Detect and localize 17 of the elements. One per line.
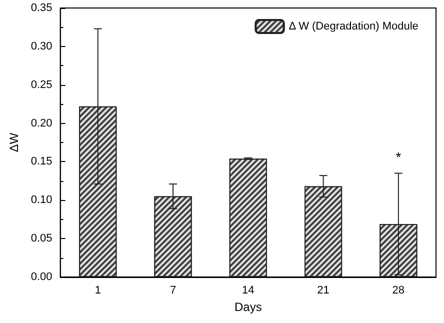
y-tick-label: 0.30 [30,40,52,52]
y-tick-label: 0.25 [30,78,52,91]
y-tick-label: 0.10 [30,194,52,206]
x-axis-title: Days [234,300,262,314]
x-tick-label: 1 [94,284,101,296]
x-tick-label: 14 [242,284,254,296]
x-tick-label: 7 [170,284,176,296]
y-tick-label: 0.35 [30,2,52,14]
y-tick-label: 0.15 [30,156,52,168]
y-tick-label: 0.00 [30,271,52,283]
x-tick-label: 28 [392,284,405,296]
y-axis-title: ΔW [7,132,21,152]
y-tick-label: 0.05 [30,232,52,245]
x-tick-label: 21 [317,284,330,296]
legend-label: Δ W (Degradation) Module [288,20,418,32]
annotation: * [396,149,402,166]
y-tick-label: 0.20 [30,117,52,130]
